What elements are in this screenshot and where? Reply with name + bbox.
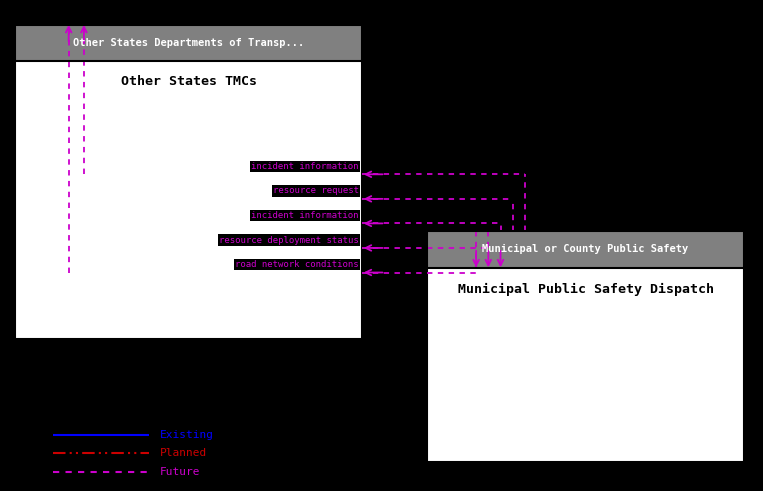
Bar: [15, 25, 362, 61]
Text: Other States TMCs: Other States TMCs: [121, 76, 257, 88]
Bar: [427, 231, 744, 268]
Text: resource deployment status: resource deployment status: [219, 236, 359, 245]
Text: road network conditions: road network conditions: [235, 260, 359, 269]
Bar: [427, 231, 744, 462]
Bar: [15, 25, 362, 61]
Text: Other States Departments of Transp...: Other States Departments of Transp...: [73, 38, 304, 48]
Text: incident information: incident information: [251, 162, 359, 171]
Text: Existing: Existing: [160, 430, 214, 439]
Text: Future: Future: [160, 467, 201, 477]
Text: incident information: incident information: [251, 211, 359, 220]
Text: Municipal or County Public Safety: Municipal or County Public Safety: [482, 244, 689, 254]
Text: Municipal Public Safety Dispatch: Municipal Public Safety Dispatch: [458, 282, 713, 296]
Text: resource request: resource request: [272, 187, 359, 195]
Bar: [427, 231, 744, 268]
Bar: [15, 25, 362, 339]
Text: Planned: Planned: [160, 448, 208, 458]
